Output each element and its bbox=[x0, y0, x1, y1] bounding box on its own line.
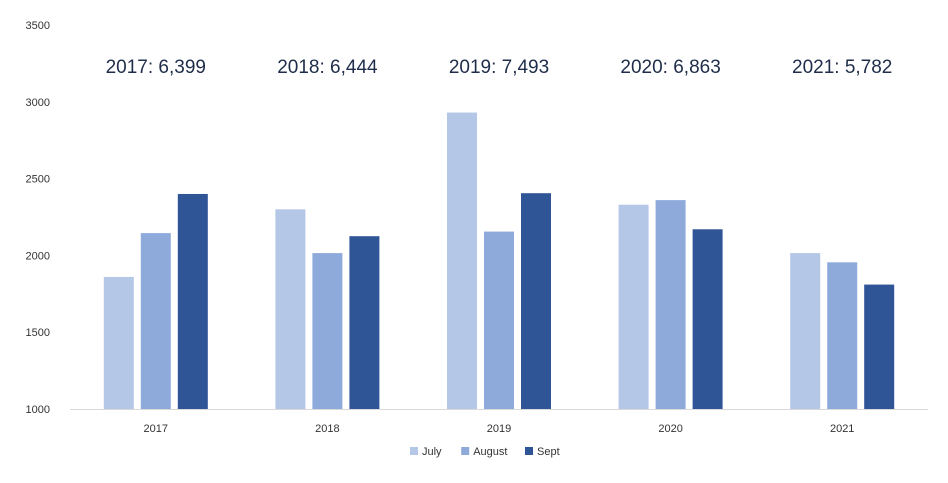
y-tick-label: 3000 bbox=[26, 97, 50, 109]
bar-sept-2021 bbox=[864, 284, 895, 409]
y-tick-label: 1500 bbox=[26, 327, 50, 339]
legend: July August Sept bbox=[410, 446, 560, 458]
x-tick-label: 2020 bbox=[658, 423, 682, 435]
bar-sept-2019 bbox=[521, 193, 551, 409]
y-tick-label: 2500 bbox=[26, 174, 50, 186]
y-tick-label: 1000 bbox=[26, 404, 50, 416]
legend-label-sept: Sept bbox=[537, 446, 560, 458]
x-tick-label: 2021 bbox=[830, 423, 854, 435]
bar-august-2017 bbox=[140, 233, 171, 409]
x-tick-label: 2017 bbox=[144, 423, 168, 435]
legend-label-august: August bbox=[473, 446, 507, 458]
bar-july-2021 bbox=[790, 253, 821, 409]
legend-swatch-july bbox=[410, 447, 418, 455]
total-annotation: 2021: 5,782 bbox=[792, 57, 892, 78]
x-tick-label: 2019 bbox=[487, 423, 511, 435]
bar-sept-2020 bbox=[692, 229, 723, 409]
x-axis: 2017 2018 2019 2020 2021 bbox=[144, 423, 855, 435]
bar-august-2018 bbox=[312, 253, 343, 409]
bar-sept-2018 bbox=[349, 236, 380, 409]
x-tick-label: 2018 bbox=[315, 423, 339, 435]
total-annotation: 2017: 6,399 bbox=[106, 57, 206, 78]
bar-july-2020 bbox=[618, 204, 649, 409]
bar-august-2020 bbox=[655, 200, 686, 409]
annotations: 2017: 6,399 2018: 6,444 2019: 7,493 2020: 6… bbox=[106, 57, 893, 78]
y-axis: 1000 1500 2000 2500 3000 3500 bbox=[26, 20, 50, 416]
bar-august-2021 bbox=[827, 262, 858, 409]
bars bbox=[103, 112, 895, 409]
bar-july-2018 bbox=[275, 209, 306, 409]
bar-august-2019 bbox=[484, 231, 514, 409]
total-annotation: 2018: 6,444 bbox=[277, 57, 378, 78]
total-annotation: 2020: 6,863 bbox=[620, 57, 720, 78]
bar-july-2017 bbox=[103, 276, 134, 409]
total-annotation: 2019: 7,493 bbox=[449, 57, 549, 78]
bar-sept-2017 bbox=[177, 193, 208, 409]
y-tick-label: 2000 bbox=[26, 250, 50, 262]
bar-july-2019 bbox=[447, 112, 477, 409]
legend-swatch-august bbox=[461, 447, 470, 455]
legend-swatch-sept bbox=[525, 447, 533, 455]
y-tick-label: 3500 bbox=[26, 20, 50, 32]
legend-label-july: July bbox=[422, 446, 442, 458]
